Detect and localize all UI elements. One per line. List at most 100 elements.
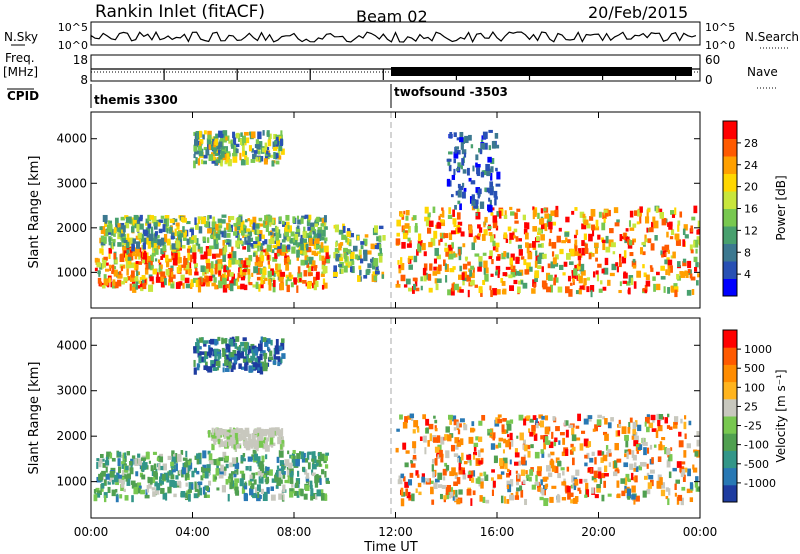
echo-cell (441, 207, 444, 211)
echo-cell (208, 275, 213, 282)
echo-cell (228, 259, 232, 268)
echo-cell (504, 210, 507, 219)
echo-cell (645, 280, 651, 287)
echo-cell (238, 356, 241, 360)
echo-cell (352, 245, 358, 252)
echo-cell (182, 237, 187, 241)
colorbar-block (723, 226, 737, 244)
echo-cell (481, 234, 486, 241)
echo-cell (173, 250, 178, 256)
echo-cell (309, 480, 313, 488)
echo-cell (231, 439, 236, 445)
echo-cell (410, 463, 416, 468)
echo-cell (150, 226, 154, 235)
echo-cell (673, 416, 679, 423)
echo-cell (636, 444, 640, 448)
echo-cell (173, 493, 177, 498)
cpid-row: CPID themis 3300 twofsound -3503 (7, 84, 508, 108)
echo-cell (171, 450, 175, 457)
echo-cell (237, 285, 241, 290)
echo-cell (221, 219, 226, 224)
echo-cell (434, 446, 440, 453)
echo-cell (268, 283, 272, 291)
echo-cell (461, 149, 467, 155)
echo-cell (305, 472, 310, 479)
echo-cell (398, 266, 402, 274)
echo-cell (313, 241, 317, 249)
echo-cell (253, 479, 257, 485)
echo-cell (617, 430, 621, 436)
echo-cell (174, 456, 179, 463)
echo-cell (554, 209, 559, 218)
echo-cell (551, 459, 554, 467)
echo-cell (221, 429, 227, 435)
echo-cell (471, 198, 476, 206)
echo-cell (697, 228, 700, 234)
echo-cell (257, 257, 261, 263)
echo-cell (263, 158, 268, 165)
echo-cell (146, 485, 150, 493)
echo-cell (129, 237, 134, 246)
echo-cell (489, 181, 494, 188)
echo-cell (594, 494, 599, 499)
echo-cell (108, 249, 113, 254)
echo-cell (131, 495, 134, 503)
echo-cell (252, 362, 258, 368)
echo-cell (192, 277, 198, 283)
echo-cell (181, 467, 186, 475)
echo-cell (251, 483, 255, 490)
echo-cell (194, 139, 199, 146)
velocity-x-axis: 00:00 04:00 08:00 12:00 16:00 20:00 00:00 (74, 318, 717, 539)
station-title: Rankin Inlet (fitACF) (95, 2, 265, 22)
echo-cell (403, 210, 406, 215)
echo-cell (591, 451, 595, 456)
echo-cell (277, 436, 282, 445)
echo-cell (668, 488, 671, 496)
echo-cell (452, 496, 455, 501)
echo-cell (570, 248, 576, 256)
echo-cell (514, 212, 518, 220)
echo-cell (316, 459, 320, 463)
echo-cell (156, 457, 160, 461)
echo-cell (507, 484, 512, 493)
echo-cell (519, 432, 524, 441)
echo-cell (239, 470, 245, 474)
echo-cell (260, 473, 264, 479)
echo-cell (211, 224, 217, 228)
echo-cell (204, 471, 209, 479)
echo-cell (372, 271, 375, 276)
echo-cell (286, 469, 290, 478)
echo-cell (234, 478, 240, 483)
echo-cell (412, 454, 417, 460)
echo-cell (193, 263, 199, 267)
echo-cell (502, 449, 505, 454)
echo-cell (202, 486, 206, 495)
echo-cell (177, 480, 181, 486)
date-label: 20/Feb/2015 (588, 3, 688, 22)
echo-cell (177, 234, 182, 242)
echo-cell (188, 237, 194, 244)
echo-cell (682, 261, 687, 267)
echo-cell (462, 191, 466, 199)
echo-cell (103, 492, 108, 498)
echo-cell (117, 227, 121, 232)
echo-cell (126, 247, 132, 252)
echo-cell (96, 462, 99, 469)
echo-cell (604, 212, 609, 217)
echo-cell (395, 238, 401, 245)
echo-cell (242, 429, 246, 437)
echo-cell (421, 473, 425, 480)
echo-cell (646, 414, 650, 420)
echo-cell (260, 350, 264, 354)
echo-cell (537, 422, 542, 426)
echo-cell (264, 428, 269, 435)
echo-cell (567, 239, 571, 244)
echo-cell (417, 240, 423, 247)
echo-cell (217, 145, 221, 150)
echo-cell (229, 482, 233, 490)
echo-cell (182, 215, 186, 221)
echo-cell (639, 216, 642, 224)
echo-cell (484, 273, 489, 282)
echo-cell (316, 462, 320, 466)
